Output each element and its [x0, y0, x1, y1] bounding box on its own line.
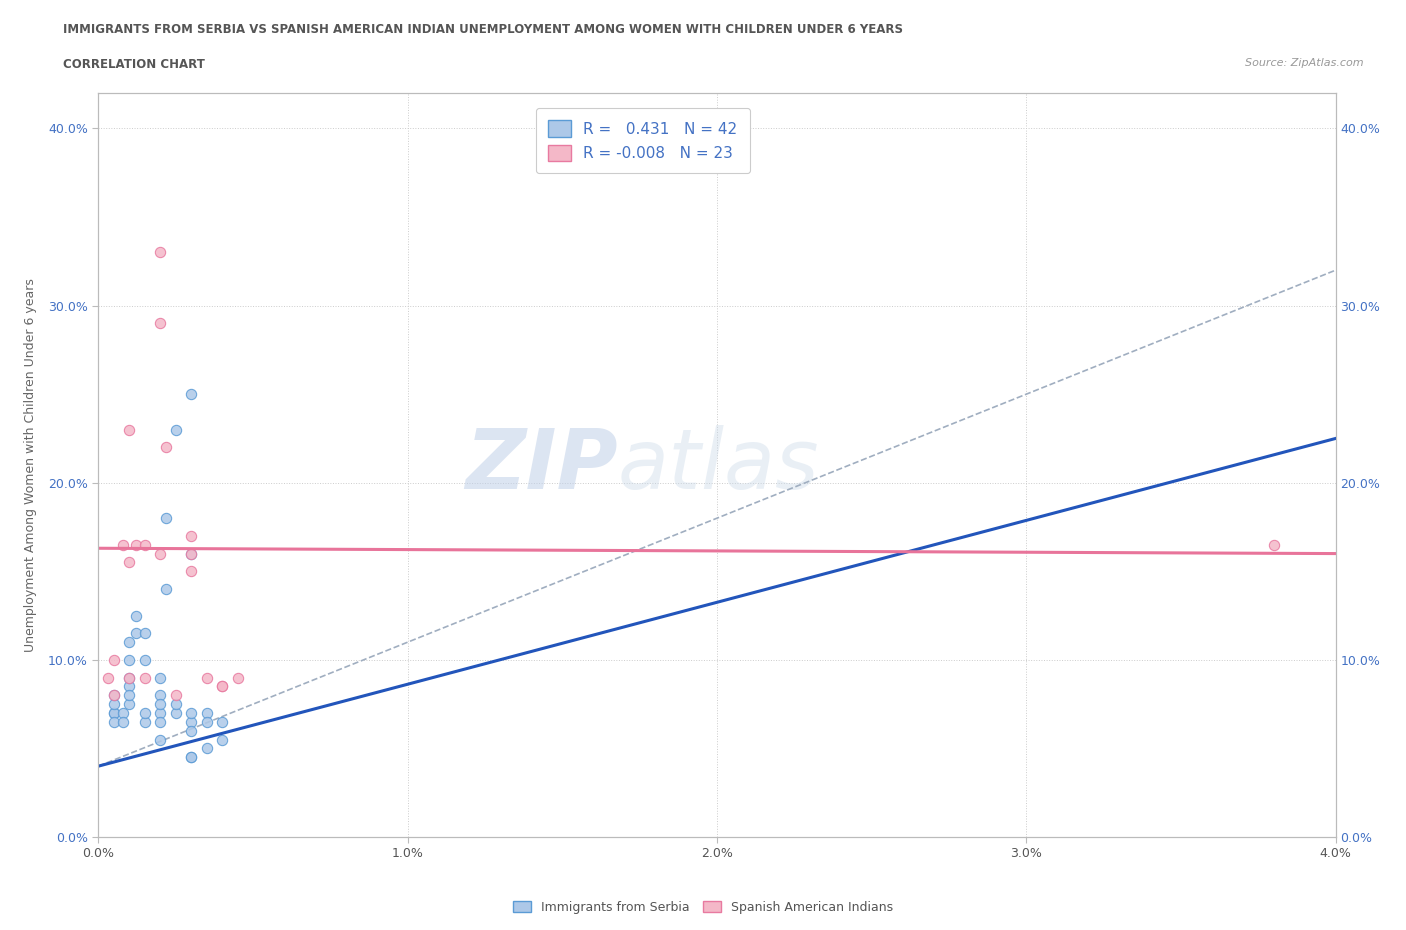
Point: [165, 697, 187, 711]
Point: [180, 564, 202, 578]
Point: [103, 653, 125, 668]
Point: [149, 245, 172, 259]
Point: [180, 546, 202, 561]
Point: [149, 706, 172, 721]
Point: [155, 511, 177, 525]
Point: [149, 546, 172, 561]
Point: [103, 706, 125, 721]
Point: [118, 679, 141, 694]
Point: [155, 581, 177, 596]
Point: [180, 750, 202, 764]
Y-axis label: Unemployment Among Women with Children Under 6 years: Unemployment Among Women with Children U…: [24, 278, 37, 652]
Point: [134, 626, 156, 641]
Point: [180, 724, 202, 738]
Point: [134, 671, 156, 685]
Legend: R =   0.431   N = 42, R = -0.008   N = 23: R = 0.431 N = 42, R = -0.008 N = 23: [536, 108, 749, 174]
Text: IMMIGRANTS FROM SERBIA VS SPANISH AMERICAN INDIAN UNEMPLOYMENT AMONG WOMEN WITH : IMMIGRANTS FROM SERBIA VS SPANISH AMERIC…: [63, 23, 903, 36]
Point: [103, 706, 125, 721]
Point: [118, 422, 141, 437]
Point: [180, 714, 202, 729]
Legend: Immigrants from Serbia, Spanish American Indians: Immigrants from Serbia, Spanish American…: [508, 897, 898, 919]
Point: [103, 688, 125, 703]
Point: [112, 714, 135, 729]
Point: [195, 714, 218, 729]
Point: [134, 706, 156, 721]
Point: [124, 538, 146, 552]
Point: [149, 732, 172, 747]
Point: [134, 538, 156, 552]
Point: [103, 697, 125, 711]
Point: [155, 440, 177, 455]
Text: Source: ZipAtlas.com: Source: ZipAtlas.com: [1246, 58, 1364, 68]
Text: ZIP: ZIP: [465, 424, 619, 506]
Point: [124, 626, 146, 641]
Point: [118, 653, 141, 668]
Point: [211, 732, 233, 747]
Point: [118, 688, 141, 703]
Point: [103, 688, 125, 703]
Point: [195, 741, 218, 756]
Point: [134, 653, 156, 668]
Point: [97, 671, 120, 685]
Point: [118, 671, 141, 685]
Point: [118, 634, 141, 649]
Point: [211, 679, 233, 694]
Point: [118, 697, 141, 711]
Point: [180, 528, 202, 543]
Point: [149, 316, 172, 331]
Point: [180, 750, 202, 764]
Text: CORRELATION CHART: CORRELATION CHART: [63, 58, 205, 71]
Point: [211, 714, 233, 729]
Point: [134, 714, 156, 729]
Point: [180, 706, 202, 721]
Point: [118, 555, 141, 570]
Point: [195, 706, 218, 721]
Point: [211, 679, 233, 694]
Point: [112, 538, 135, 552]
Point: [226, 671, 249, 685]
Text: atlas: atlas: [619, 424, 820, 506]
Point: [149, 697, 172, 711]
Point: [1263, 538, 1285, 552]
Point: [165, 706, 187, 721]
Point: [195, 671, 218, 685]
Point: [180, 546, 202, 561]
Point: [165, 422, 187, 437]
Point: [124, 608, 146, 623]
Point: [118, 671, 141, 685]
Point: [149, 671, 172, 685]
Point: [149, 714, 172, 729]
Point: [165, 688, 187, 703]
Point: [180, 387, 202, 402]
Point: [149, 688, 172, 703]
Point: [103, 714, 125, 729]
Point: [112, 706, 135, 721]
